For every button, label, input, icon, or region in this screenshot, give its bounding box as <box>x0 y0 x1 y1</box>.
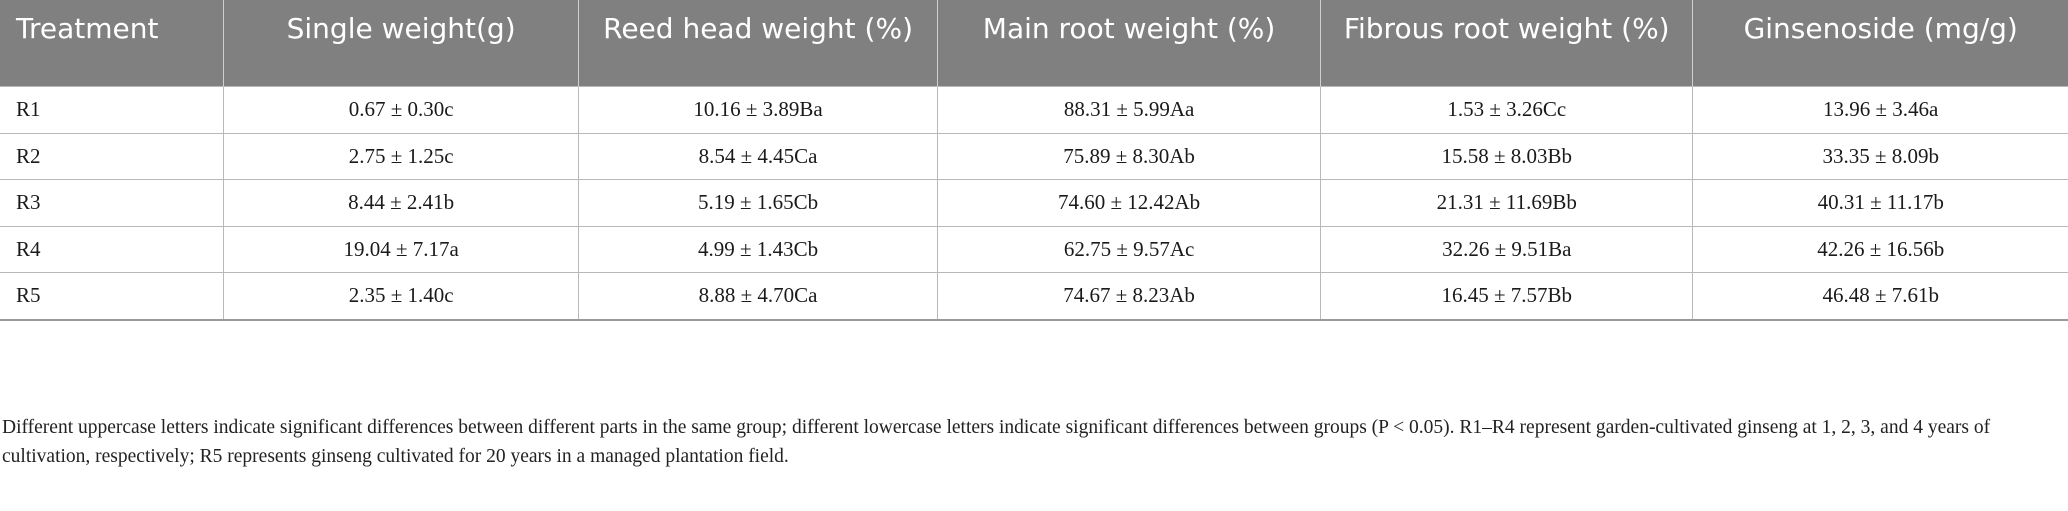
cell-treatment: R5 <box>0 272 225 321</box>
cell-reed-head-weight: 4.99 ± 1.43Cb <box>578 225 939 273</box>
cell-reed-head-weight: 10.16 ± 3.89Ba <box>578 86 939 134</box>
table-row: R5 2.35 ± 1.40c 8.88 ± 4.70Ca 74.67 ± 8.… <box>0 272 2068 321</box>
table-row: R1 0.67 ± 0.30c 10.16 ± 3.89Ba 88.31 ± 5… <box>0 86 2068 134</box>
cell-main-root-weight: 88.31 ± 5.99Aa <box>937 86 1322 134</box>
table-row: R3 8.44 ± 2.41b 5.19 ± 1.65Cb 74.60 ± 12… <box>0 179 2068 227</box>
cell-ginsenoside: 33.35 ± 8.09b <box>1692 132 2068 180</box>
cell-treatment: R2 <box>0 132 225 180</box>
cell-reed-head-weight: 8.88 ± 4.70Ca <box>578 272 939 321</box>
table-row: R4 19.04 ± 7.17a 4.99 ± 1.43Cb 62.75 ± 9… <box>0 225 2068 273</box>
cell-treatment: R4 <box>0 225 225 273</box>
cell-single-weight: 8.44 ± 2.41b <box>223 179 580 227</box>
cell-main-root-weight: 74.60 ± 12.42Ab <box>937 179 1322 227</box>
cell-main-root-weight: 75.89 ± 8.30Ab <box>937 132 1322 180</box>
cell-ginsenoside: 13.96 ± 3.46a <box>1692 86 2068 134</box>
cell-single-weight: 19.04 ± 7.17a <box>223 225 580 273</box>
cell-ginsenoside: 42.26 ± 16.56b <box>1692 225 2068 273</box>
cell-fibrous-root-weight: 15.58 ± 8.03Bb <box>1320 132 1694 180</box>
cell-fibrous-root-weight: 21.31 ± 11.69Bb <box>1320 179 1694 227</box>
header-treatment: Treatment <box>0 0 225 87</box>
table-row: R2 2.75 ± 1.25c 8.54 ± 4.45Ca 75.89 ± 8.… <box>0 132 2068 180</box>
cell-reed-head-weight: 5.19 ± 1.65Cb <box>578 179 939 227</box>
cell-treatment: R3 <box>0 179 225 227</box>
cell-ginsenoside: 46.48 ± 7.61b <box>1692 272 2068 321</box>
table-header: Treatment Single weight(g) Reed head wei… <box>0 0 2068 87</box>
cell-single-weight: 2.75 ± 1.25c <box>223 132 580 180</box>
header-fibrous-root-weight: Fibrous root weight (%) <box>1320 0 1694 87</box>
header-reed-head-weight: Reed head weight (%) <box>578 0 939 87</box>
cell-single-weight: 2.35 ± 1.40c <box>223 272 580 321</box>
cell-fibrous-root-weight: 16.45 ± 7.57Bb <box>1320 272 1694 321</box>
header-row: Treatment Single weight(g) Reed head wei… <box>0 0 2068 87</box>
cell-single-weight: 0.67 ± 0.30c <box>223 86 580 134</box>
table-footnote: Different uppercase letters indicate sig… <box>2 417 1991 467</box>
table-body: R1 0.67 ± 0.30c 10.16 ± 3.89Ba 88.31 ± 5… <box>0 86 2068 321</box>
cell-ginsenoside: 40.31 ± 11.17b <box>1692 179 2068 227</box>
cell-fibrous-root-weight: 1.53 ± 3.26Cc <box>1320 86 1694 134</box>
cell-reed-head-weight: 8.54 ± 4.45Ca <box>578 132 939 180</box>
results-table: Treatment Single weight(g) Reed head wei… <box>0 0 2068 321</box>
cell-main-root-weight: 74.67 ± 8.23Ab <box>937 272 1322 321</box>
cell-fibrous-root-weight: 32.26 ± 9.51Ba <box>1320 225 1694 273</box>
cell-treatment: R1 <box>0 86 225 134</box>
data-table-container: Treatment Single weight(g) Reed head wei… <box>0 0 2068 321</box>
header-single-weight: Single weight(g) <box>223 0 580 87</box>
header-main-root-weight: Main root weight (%) <box>937 0 1322 87</box>
header-ginsenoside: Ginsenoside (mg/g) <box>1692 0 2068 87</box>
cell-main-root-weight: 62.75 ± 9.57Ac <box>937 225 1322 273</box>
